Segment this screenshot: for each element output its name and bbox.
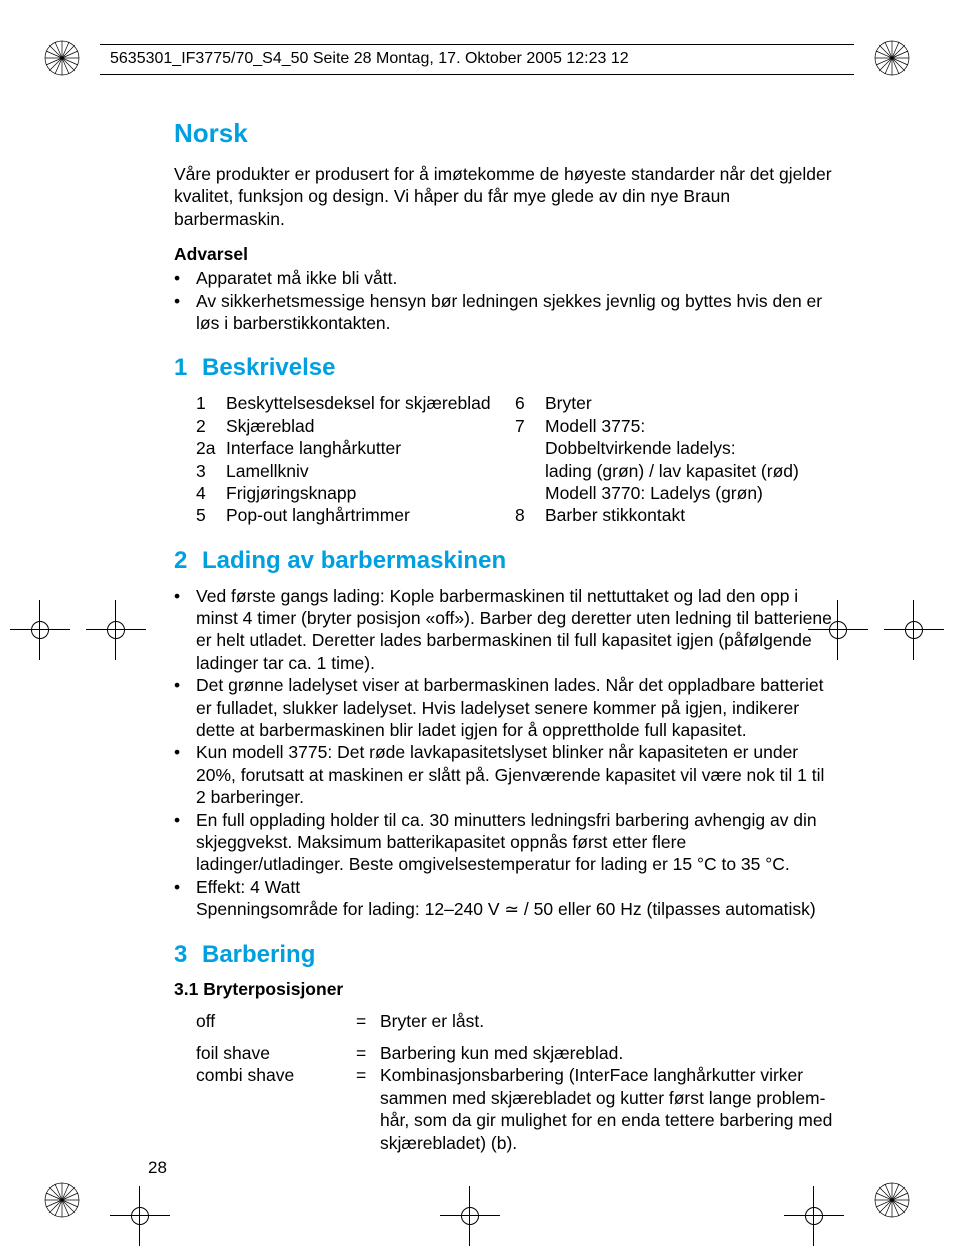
warning-item: Av sikkerhetsmessige hensyn bør ledninge… bbox=[174, 290, 834, 335]
description-item: Modell 3770: Ladelys (grøn) bbox=[515, 482, 834, 504]
description-item-text: Modell 3770: Ladelys (grøn) bbox=[545, 482, 834, 504]
page-body: Norsk Våre produkter er produsert for å … bbox=[174, 118, 834, 1154]
section-2-bullet: En full opplading holder til ca. 30 minu… bbox=[174, 809, 834, 876]
reg-mark-icon bbox=[874, 40, 910, 76]
reg-mark-icon bbox=[44, 40, 80, 76]
section-2-number: 2 bbox=[174, 547, 202, 575]
description-item-text: Bryter bbox=[545, 392, 834, 414]
description-item-number bbox=[515, 460, 545, 482]
section-3-heading: 3Barbering bbox=[174, 941, 834, 969]
switch-description: Barbering kun med skjæreblad.Kombinasjon… bbox=[380, 1042, 834, 1154]
description-item-number: 3 bbox=[196, 460, 226, 482]
crosshair-icon bbox=[884, 600, 944, 660]
warning-list: Apparatet må ikke bli vått.Av sikkerhets… bbox=[174, 267, 834, 334]
reg-mark-icon bbox=[44, 1182, 80, 1218]
section-3-number: 3 bbox=[174, 941, 202, 969]
page-number: 28 bbox=[148, 1158, 167, 1178]
reg-mark-icon bbox=[874, 1182, 910, 1218]
description-item-text: Pop-out langhårtrimmer bbox=[226, 504, 515, 526]
section-2-bullet: Det grønne ladelyset viser at barbermask… bbox=[174, 674, 834, 741]
description-columns: 1Beskyttelsesdeksel for skjæreblad2Skjær… bbox=[196, 392, 834, 526]
section-2-bullet: Effekt: 4 WattSpenningsområde for lading… bbox=[174, 876, 834, 921]
description-item: 2Skjæreblad bbox=[196, 415, 515, 437]
print-header: 5635301_IF3775/70_S4_50 Seite 28 Montag,… bbox=[100, 44, 854, 75]
description-item: lading (grøn) / lav kapasitet (rød) bbox=[515, 460, 834, 482]
description-item: 5Pop-out langhårtrimmer bbox=[196, 504, 515, 526]
description-item-number: 8 bbox=[515, 504, 545, 526]
description-item-text: Lamellkniv bbox=[226, 460, 515, 482]
description-item-number: 2 bbox=[196, 415, 226, 437]
section-2-heading: 2Lading av barbermaskinen bbox=[174, 547, 834, 575]
description-item: 1Beskyttelsesdeksel for skjæreblad bbox=[196, 392, 515, 414]
switch-label: foil shavecombi shave bbox=[196, 1042, 356, 1154]
description-item-number: 5 bbox=[196, 504, 226, 526]
section-2-title: Lading av barbermaskinen bbox=[202, 547, 506, 574]
section-2-bullets: Ved første gangs lading: Kople barbermas… bbox=[174, 585, 834, 921]
description-item-number: 4 bbox=[196, 482, 226, 504]
crosshair-icon bbox=[110, 1186, 170, 1246]
description-item: 8Barber stikkontakt bbox=[515, 504, 834, 526]
equals-sign: == bbox=[356, 1042, 380, 1154]
description-item-text: Modell 3775: bbox=[545, 415, 834, 437]
switch-position-table: off=Bryter er låst. foil shavecombi shave… bbox=[196, 1010, 834, 1154]
equals-sign: = bbox=[356, 1010, 380, 1032]
description-item-text: Frigjøringsknapp bbox=[226, 482, 515, 504]
print-header-text: 5635301_IF3775/70_S4_50 Seite 28 Montag,… bbox=[110, 50, 629, 67]
description-item-text: Barber stikkontakt bbox=[545, 504, 834, 526]
description-item-number bbox=[515, 437, 545, 459]
intro-paragraph: Våre produkter er produsert for å imøtek… bbox=[174, 163, 834, 230]
description-item: 4Frigjøringsknapp bbox=[196, 482, 515, 504]
section-2-bullet: Ved første gangs lading: Kople barbermas… bbox=[174, 585, 834, 675]
switch-label: off bbox=[196, 1010, 356, 1032]
switch-row: off=Bryter er låst. bbox=[196, 1010, 834, 1032]
description-item-text: Skjæreblad bbox=[226, 415, 515, 437]
description-item-text: Beskyttelsesdeksel for skjæreblad bbox=[226, 392, 515, 414]
language-title: Norsk bbox=[174, 118, 834, 149]
description-item-text: lading (grøn) / lav kapasitet (rød) bbox=[545, 460, 834, 482]
crosshair-icon bbox=[440, 1186, 500, 1246]
description-item-number: 1 bbox=[196, 392, 226, 414]
warning-heading: Advarsel bbox=[174, 244, 834, 265]
section-3-title: Barbering bbox=[202, 941, 315, 968]
warning-item: Apparatet må ikke bli vått. bbox=[174, 267, 834, 289]
description-item: 2aInterface langhårkutter bbox=[196, 437, 515, 459]
section-1-title: Beskrivelse bbox=[202, 354, 335, 381]
description-item: Dobbeltvirkende ladelys: bbox=[515, 437, 834, 459]
crosshair-icon bbox=[86, 600, 146, 660]
description-item: 3Lamellkniv bbox=[196, 460, 515, 482]
description-item-text: Interface langhårkutter bbox=[226, 437, 515, 459]
description-item-number bbox=[515, 482, 545, 504]
crosshair-icon bbox=[784, 1186, 844, 1246]
description-item: 6Bryter bbox=[515, 392, 834, 414]
description-item: 7Modell 3775: bbox=[515, 415, 834, 437]
section-1-number: 1 bbox=[174, 354, 202, 382]
description-item-number: 6 bbox=[515, 392, 545, 414]
switch-description: Bryter er låst. bbox=[380, 1010, 834, 1032]
description-item-number: 7 bbox=[515, 415, 545, 437]
description-item-text: Dobbeltvirkende ladelys: bbox=[545, 437, 834, 459]
section-1-heading: 1Beskrivelse bbox=[174, 354, 834, 382]
crosshair-icon bbox=[10, 600, 70, 660]
section-2-bullet: Kun modell 3775: Det røde lavkapasitetsl… bbox=[174, 741, 834, 808]
description-item-number: 2a bbox=[196, 437, 226, 459]
switch-row-group: foil shavecombi shave==Barbering kun med… bbox=[196, 1042, 834, 1154]
section-3-subheading: 3.1 Bryterposisjoner bbox=[174, 979, 834, 1000]
